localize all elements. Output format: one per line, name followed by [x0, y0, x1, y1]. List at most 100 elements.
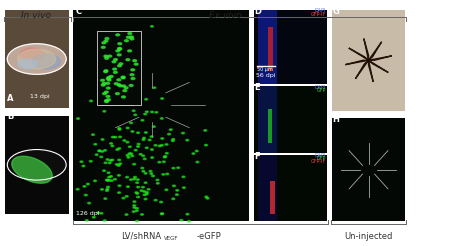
- Circle shape: [143, 191, 146, 192]
- Circle shape: [105, 101, 109, 103]
- Circle shape: [107, 186, 109, 188]
- Circle shape: [100, 79, 104, 81]
- FancyBboxPatch shape: [332, 118, 405, 221]
- Circle shape: [151, 111, 154, 113]
- FancyBboxPatch shape: [258, 10, 277, 84]
- Circle shape: [154, 200, 157, 201]
- Circle shape: [102, 42, 106, 44]
- Circle shape: [91, 134, 94, 135]
- Circle shape: [163, 156, 166, 158]
- Text: DAPI: DAPI: [315, 154, 326, 158]
- Circle shape: [126, 176, 128, 178]
- Text: -eGFP: -eGFP: [197, 232, 221, 241]
- Circle shape: [182, 176, 185, 178]
- Circle shape: [118, 175, 120, 176]
- FancyBboxPatch shape: [97, 31, 141, 105]
- FancyBboxPatch shape: [270, 181, 275, 214]
- Circle shape: [158, 161, 161, 163]
- Circle shape: [175, 194, 178, 195]
- Circle shape: [106, 82, 109, 84]
- Circle shape: [105, 57, 109, 59]
- Circle shape: [188, 221, 191, 222]
- Circle shape: [111, 159, 114, 161]
- Text: GFP: GFP: [317, 156, 326, 161]
- Circle shape: [94, 144, 97, 145]
- Circle shape: [121, 77, 125, 79]
- Circle shape: [118, 85, 122, 87]
- Circle shape: [85, 220, 88, 221]
- Circle shape: [145, 193, 148, 195]
- Circle shape: [118, 165, 120, 166]
- Circle shape: [18, 59, 36, 69]
- Circle shape: [118, 48, 122, 50]
- Circle shape: [117, 84, 121, 86]
- Circle shape: [106, 159, 109, 160]
- Circle shape: [123, 140, 126, 141]
- Circle shape: [103, 220, 106, 221]
- Circle shape: [149, 170, 152, 172]
- Circle shape: [126, 127, 129, 129]
- Circle shape: [107, 172, 110, 173]
- Circle shape: [182, 187, 185, 188]
- Circle shape: [131, 69, 135, 71]
- Circle shape: [113, 71, 117, 73]
- Circle shape: [116, 149, 118, 150]
- Circle shape: [118, 43, 122, 45]
- FancyBboxPatch shape: [258, 86, 277, 153]
- Circle shape: [163, 161, 165, 162]
- Circle shape: [80, 161, 83, 162]
- Polygon shape: [368, 56, 392, 60]
- Circle shape: [103, 170, 106, 171]
- Circle shape: [123, 90, 127, 92]
- Circle shape: [106, 91, 109, 92]
- Circle shape: [90, 160, 92, 162]
- Circle shape: [192, 153, 195, 154]
- Text: In vivo: In vivo: [20, 11, 51, 20]
- Circle shape: [100, 189, 103, 190]
- Circle shape: [133, 205, 136, 206]
- Text: 56 dpi: 56 dpi: [256, 74, 275, 78]
- Circle shape: [143, 194, 146, 196]
- Circle shape: [205, 144, 208, 146]
- Circle shape: [153, 87, 156, 88]
- Circle shape: [151, 157, 154, 158]
- Circle shape: [142, 155, 145, 156]
- Circle shape: [109, 176, 112, 177]
- Circle shape: [143, 158, 146, 160]
- Circle shape: [162, 174, 165, 175]
- Circle shape: [92, 216, 95, 218]
- Circle shape: [161, 138, 164, 139]
- Circle shape: [141, 120, 144, 121]
- Circle shape: [134, 149, 137, 151]
- Circle shape: [86, 183, 89, 185]
- Circle shape: [93, 180, 96, 182]
- Circle shape: [125, 40, 128, 42]
- Circle shape: [144, 182, 147, 184]
- Circle shape: [148, 139, 151, 141]
- Circle shape: [101, 46, 105, 48]
- Circle shape: [144, 173, 147, 174]
- Circle shape: [126, 154, 129, 156]
- Circle shape: [108, 162, 111, 164]
- FancyBboxPatch shape: [254, 86, 327, 153]
- Circle shape: [135, 192, 138, 193]
- Circle shape: [118, 65, 121, 67]
- Circle shape: [106, 95, 110, 97]
- Circle shape: [20, 48, 44, 60]
- Circle shape: [125, 67, 128, 69]
- Circle shape: [98, 150, 101, 152]
- Circle shape: [186, 139, 189, 141]
- Text: B: B: [7, 112, 13, 121]
- Circle shape: [106, 180, 109, 181]
- Circle shape: [102, 82, 106, 84]
- Circle shape: [116, 34, 119, 36]
- Circle shape: [147, 189, 150, 190]
- Circle shape: [104, 162, 107, 164]
- Circle shape: [18, 49, 56, 69]
- Circle shape: [118, 185, 121, 186]
- Circle shape: [110, 180, 113, 181]
- Circle shape: [7, 44, 66, 74]
- Text: DAPI: DAPI: [315, 8, 326, 13]
- Circle shape: [172, 138, 175, 140]
- Circle shape: [151, 149, 154, 150]
